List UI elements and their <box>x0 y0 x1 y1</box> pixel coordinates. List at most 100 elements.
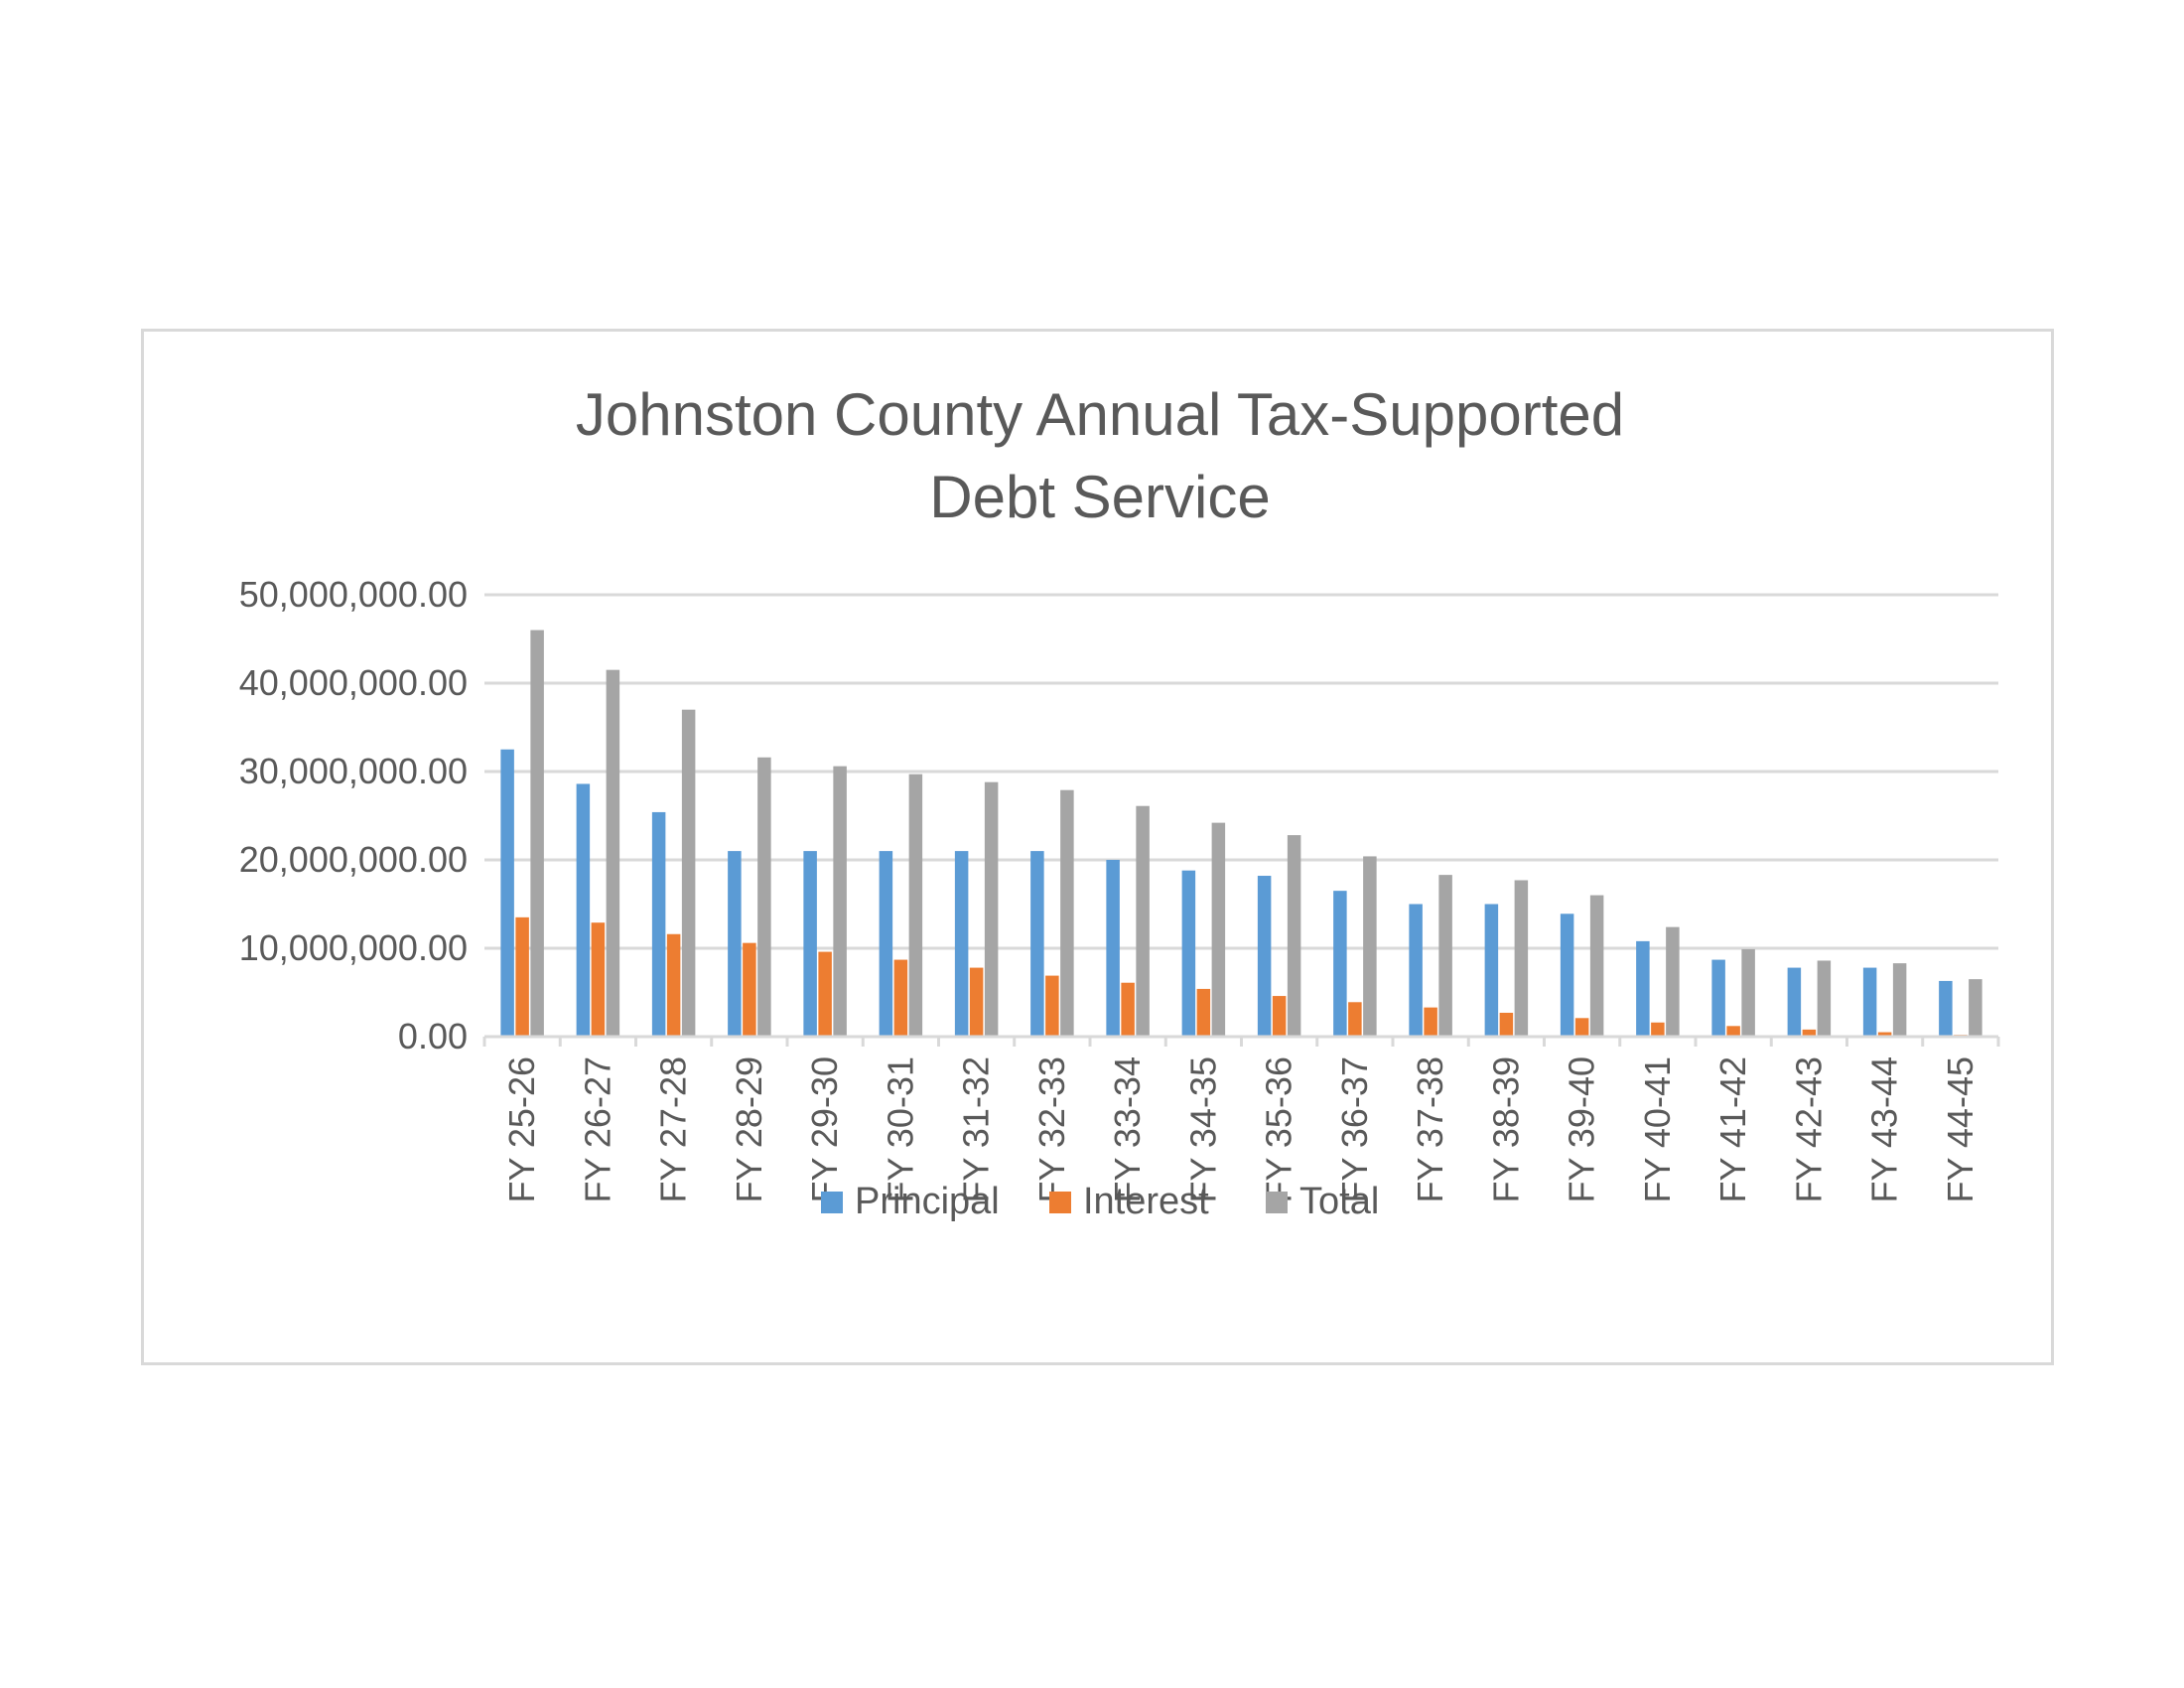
x-axis <box>482 1035 2000 1047</box>
y-tick-label: 0.00 <box>398 1016 468 1056</box>
bar-interest <box>1121 982 1135 1037</box>
bar-principal <box>1939 980 1953 1037</box>
bar-interest <box>1574 1018 1589 1037</box>
bar-interest <box>1196 988 1211 1037</box>
x-tick-label: FY 41-42 <box>1712 1056 1753 1202</box>
x-tick-label: FY 34-35 <box>1182 1056 1223 1202</box>
bar-principal <box>576 783 591 1037</box>
x-tick-label: FY 42-43 <box>1788 1056 1829 1202</box>
x-tick-label: FY 39-40 <box>1562 1056 1602 1202</box>
bar-interest <box>1348 1002 1362 1037</box>
x-tick-label: FY 36-37 <box>1334 1056 1375 1202</box>
bar-total <box>1438 875 1452 1037</box>
bar-total <box>757 757 771 1037</box>
x-tick-label: FY 27-28 <box>653 1056 694 1202</box>
bar-total <box>1589 895 1604 1037</box>
bar-total <box>1060 789 1074 1037</box>
bar-principal <box>954 851 969 1037</box>
bar-interest <box>1424 1007 1437 1037</box>
bar-total <box>1514 880 1529 1037</box>
legend-swatch-interest <box>1049 1192 1071 1213</box>
bar-interest <box>1877 1032 1892 1037</box>
gridlines <box>484 593 1998 950</box>
y-tick-label: 20,000,000.00 <box>239 839 468 880</box>
bar-principal <box>1409 904 1423 1037</box>
x-tick-label: FY 43-44 <box>1864 1056 1905 1202</box>
y-tick-label: 40,000,000.00 <box>239 662 468 703</box>
x-tick-label: FY 29-30 <box>804 1056 845 1202</box>
bar-interest <box>1272 996 1287 1037</box>
bar-total <box>1892 963 1907 1037</box>
bar-principal <box>1636 940 1650 1037</box>
bar-interest <box>1726 1026 1740 1037</box>
bar-interest <box>1802 1029 1817 1037</box>
bar-total <box>1363 856 1377 1037</box>
bar-total <box>984 781 999 1037</box>
bar-principal <box>1484 904 1499 1037</box>
x-tick-label: FY 44-45 <box>1940 1056 1980 1202</box>
bar-total <box>1817 960 1832 1037</box>
bar-principal <box>1030 851 1044 1037</box>
bar-principal <box>1787 967 1802 1037</box>
chart-svg: Johnston County Annual Tax-Supported Deb… <box>239 381 2000 1222</box>
bar-principal <box>879 851 893 1037</box>
bar-interest <box>591 922 606 1037</box>
x-tick-label: FY 38-39 <box>1485 1056 1526 1202</box>
bar-principal <box>1106 860 1120 1037</box>
bar-total <box>681 709 696 1037</box>
x-tick-label: FY 31-32 <box>956 1056 997 1202</box>
bar-principal <box>500 749 514 1037</box>
bar-principal <box>1862 967 1877 1037</box>
x-axis-ticks: FY 25-26 FY 26-27 FY 27-28 FY 28-29 FY 29-30… <box>501 1056 1980 1202</box>
bar-principal <box>651 811 666 1037</box>
x-tick-label: FY 28-29 <box>729 1056 769 1202</box>
bar-principal <box>1181 870 1196 1037</box>
bar-interest <box>1045 975 1059 1037</box>
bar-interest <box>969 967 984 1037</box>
x-tick-label: FY 40-41 <box>1637 1056 1678 1202</box>
x-tick-label: FY 25-26 <box>501 1056 542 1202</box>
bar-interest <box>1651 1022 1665 1037</box>
bar-total <box>1969 979 1982 1037</box>
bar-principal <box>803 851 817 1037</box>
bar-principal <box>728 851 742 1037</box>
bar-interest <box>743 942 756 1037</box>
legend-label-total: Total <box>1299 1181 1379 1222</box>
bar-total <box>1136 805 1150 1037</box>
legend-label-interest: Interest <box>1083 1181 1209 1222</box>
legend-swatch-principal <box>821 1192 843 1213</box>
chart-title-line-1: Johnston County Annual Tax-Supported <box>576 381 1624 448</box>
bar-interest <box>515 916 529 1037</box>
legend-label-principal: Principal <box>855 1181 1000 1222</box>
bar-total <box>1666 926 1680 1037</box>
bar-total <box>1741 948 1755 1037</box>
legend-swatch-total <box>1266 1192 1288 1213</box>
legend: Principal Interest Total <box>821 1181 1379 1222</box>
bar-principal <box>1711 959 1725 1037</box>
bar-principal <box>1560 914 1574 1037</box>
bar-total <box>606 669 620 1037</box>
x-tick-label: FY 32-33 <box>1031 1056 1072 1202</box>
bar-interest <box>818 951 832 1037</box>
bar-total <box>530 630 544 1037</box>
bar-total <box>1211 822 1226 1037</box>
chart-frame: Johnston County Annual Tax-Supported Deb… <box>141 329 2054 1365</box>
bars <box>500 630 1982 1037</box>
bar-interest <box>666 933 681 1037</box>
bar-total <box>1287 835 1301 1037</box>
x-tick-label: FY 37-38 <box>1410 1056 1450 1202</box>
x-tick-label: FY 26-27 <box>577 1056 617 1202</box>
x-tick-label: FY 35-36 <box>1259 1056 1299 1202</box>
bar-interest <box>893 959 908 1037</box>
x-tick-label: FY 33-34 <box>1107 1056 1148 1202</box>
bar-total <box>833 766 847 1037</box>
bar-total <box>908 774 923 1037</box>
bar-principal <box>1333 891 1347 1037</box>
chart-title-line-2: Debt Service <box>929 464 1270 530</box>
bar-principal <box>1257 876 1272 1037</box>
bar-interest <box>1499 1012 1514 1037</box>
y-tick-label: 30,000,000.00 <box>239 751 468 791</box>
y-axis-ticks: 0.00 10,000,000.00 20,000,000.00 30,000,000… <box>239 574 468 1056</box>
y-tick-label: 10,000,000.00 <box>239 927 468 968</box>
y-tick-label: 50,000,000.00 <box>239 574 468 615</box>
